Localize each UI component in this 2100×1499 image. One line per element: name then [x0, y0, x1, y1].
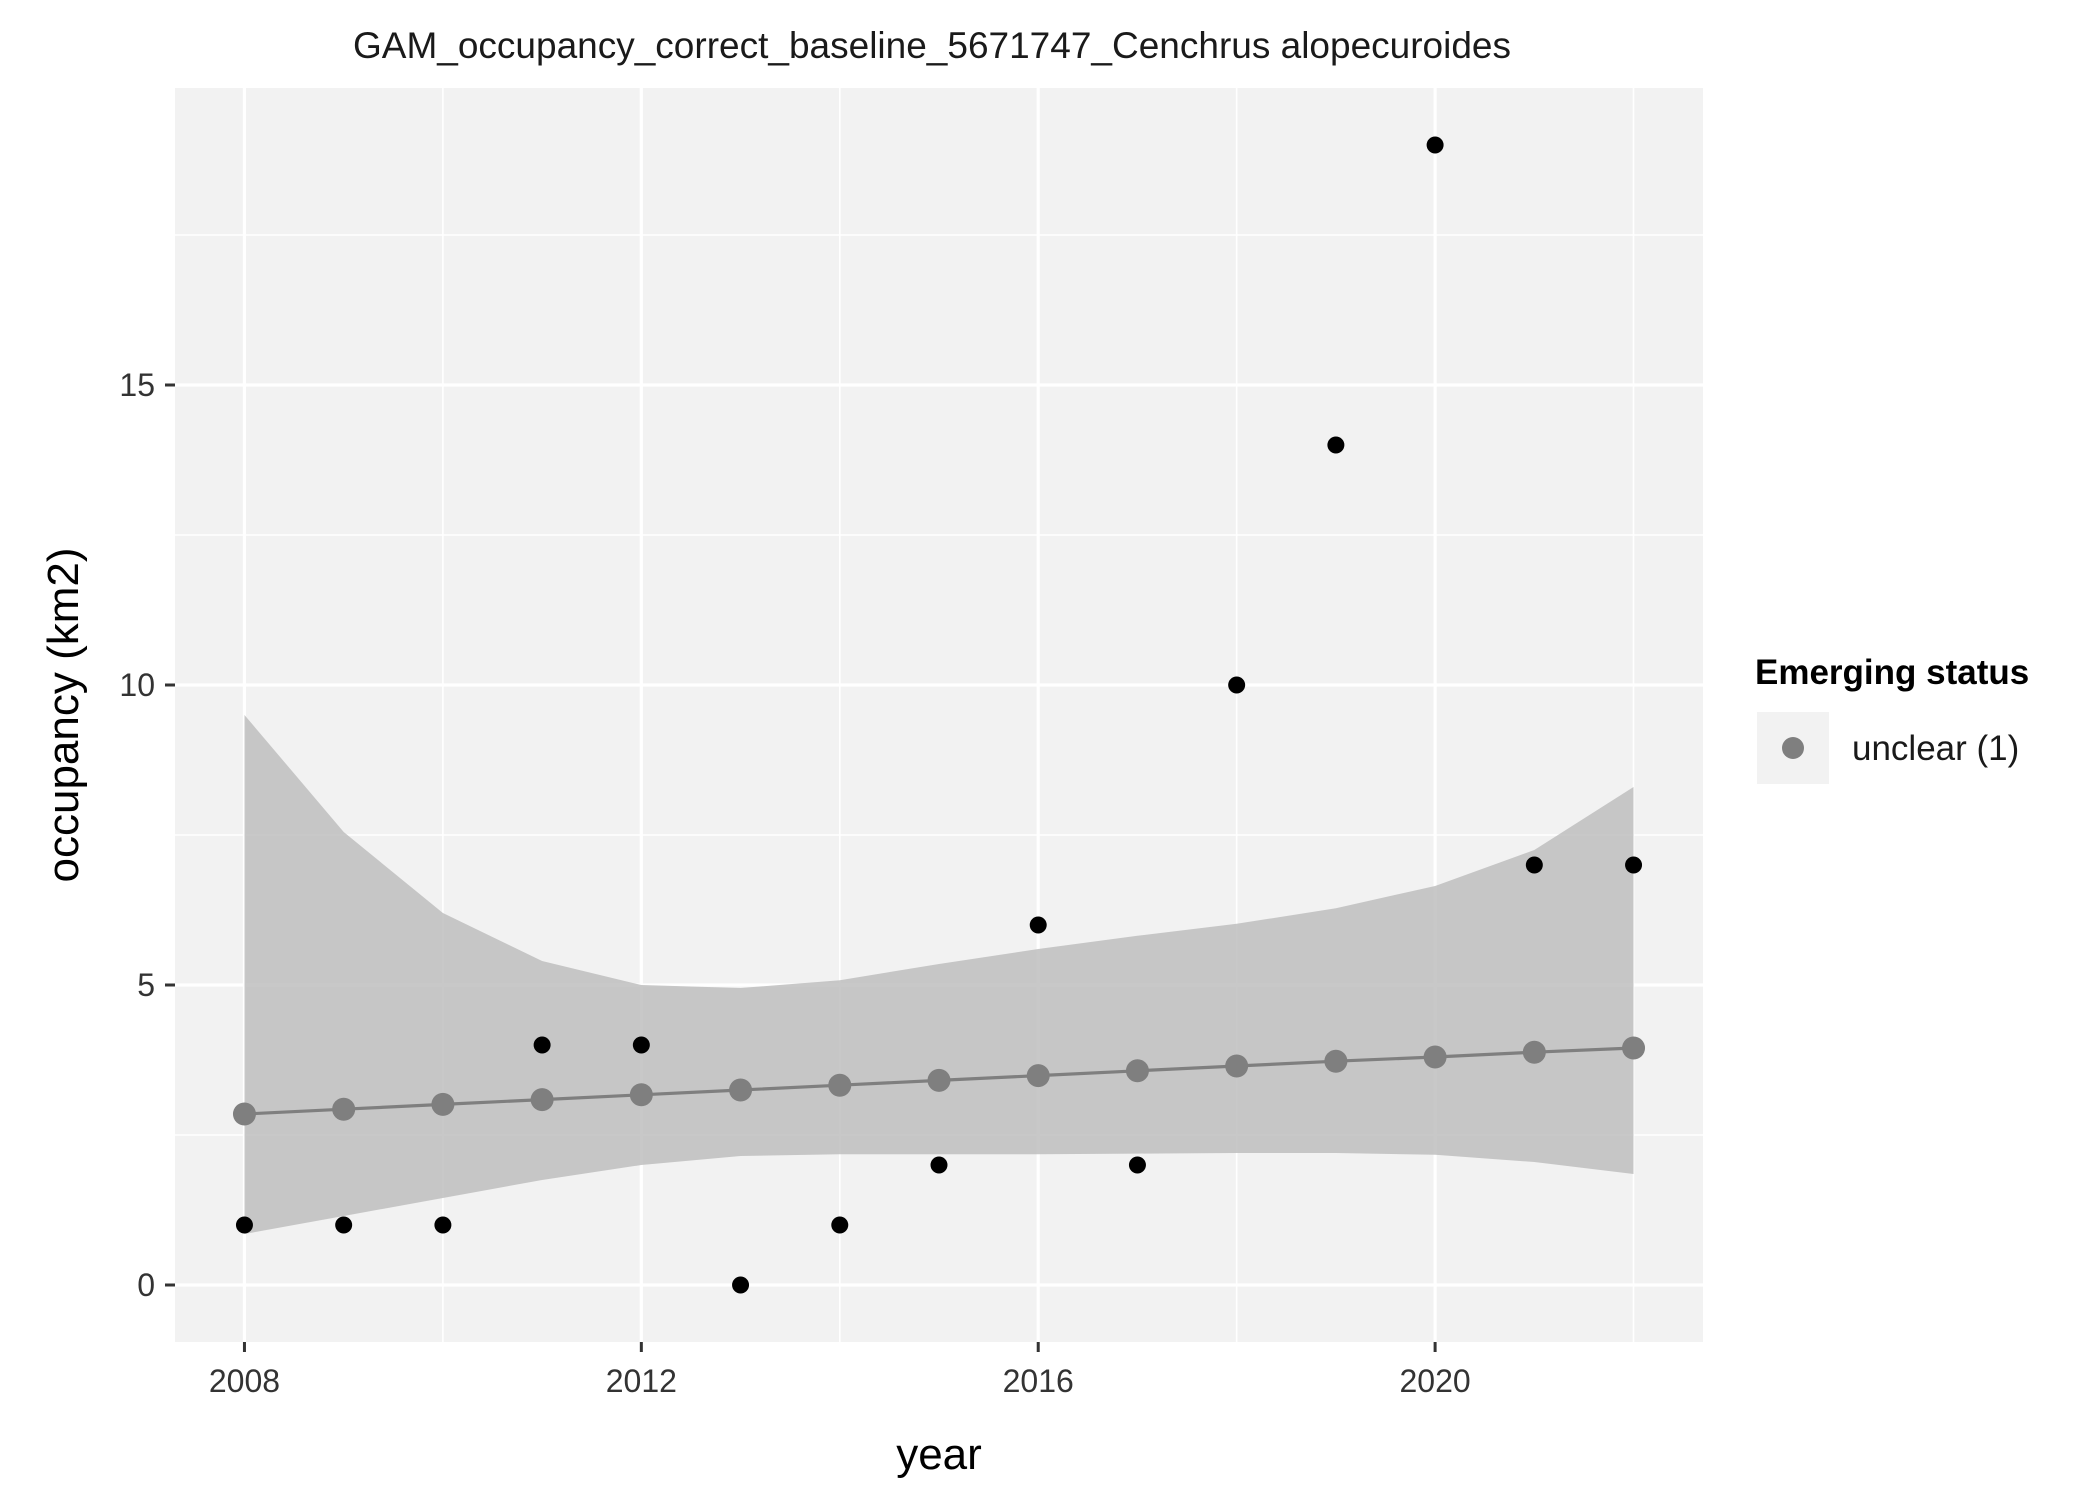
x-tick-label: 2008	[209, 1363, 280, 1399]
grid-minor	[175, 88, 1703, 1342]
chart-title: GAM_occupancy_correct_baseline_5671747_C…	[353, 25, 1511, 66]
x-tick-label: 2012	[606, 1363, 677, 1399]
fitted-point	[927, 1068, 951, 1092]
observed-point	[335, 1216, 353, 1234]
legend: Emerging status unclear (1)	[1755, 653, 2029, 784]
x-axis: 2008 2012 2016 2020	[209, 1342, 1471, 1399]
observed-point	[434, 1216, 452, 1234]
fitted-point	[629, 1083, 653, 1107]
y-tick-label: 0	[137, 1267, 155, 1303]
fitted-point	[530, 1088, 554, 1112]
observed-point	[235, 1216, 253, 1234]
observed-point	[1327, 436, 1345, 454]
fitted-point	[332, 1097, 356, 1121]
y-axis: 0 5 10 15	[119, 367, 175, 1303]
y-tick-label: 5	[137, 967, 155, 1003]
observed-points	[235, 136, 1643, 1294]
observed-point	[930, 1156, 948, 1174]
fitted-point	[1522, 1040, 1546, 1064]
x-tick-label: 2020	[1400, 1363, 1471, 1399]
legend-title: Emerging status	[1755, 653, 2029, 692]
y-axis-title: occupancy (km2)	[39, 547, 88, 882]
fitted-points	[232, 1036, 1646, 1126]
fitted-point	[1622, 1036, 1646, 1060]
y-tick-label: 10	[119, 667, 155, 703]
observed-point	[732, 1276, 750, 1294]
legend-key-dot	[1782, 737, 1804, 759]
x-tick-label: 2016	[1003, 1363, 1074, 1399]
fitted-point	[1026, 1064, 1050, 1088]
x-axis-title: year	[896, 1430, 982, 1479]
fitted-point	[1125, 1059, 1149, 1083]
fitted-point	[729, 1078, 753, 1102]
fitted-point	[1423, 1045, 1447, 1069]
fitted-point	[431, 1092, 455, 1116]
y-tick-label: 15	[119, 367, 155, 403]
fitted-point	[232, 1102, 256, 1126]
observed-point	[1426, 136, 1444, 154]
observed-point	[1029, 916, 1047, 934]
observed-point	[1128, 1156, 1146, 1174]
legend-label: unclear (1)	[1852, 729, 2019, 768]
observed-point	[831, 1216, 849, 1234]
observed-point	[1625, 856, 1643, 874]
observed-point	[533, 1036, 551, 1054]
confidence-ribbon	[244, 715, 1634, 1234]
fitted-point	[828, 1073, 852, 1097]
fitted-point	[1324, 1049, 1348, 1073]
observed-point	[1228, 676, 1246, 694]
fitted-point	[1225, 1054, 1249, 1078]
observed-point	[632, 1036, 650, 1054]
observed-point	[1525, 856, 1543, 874]
